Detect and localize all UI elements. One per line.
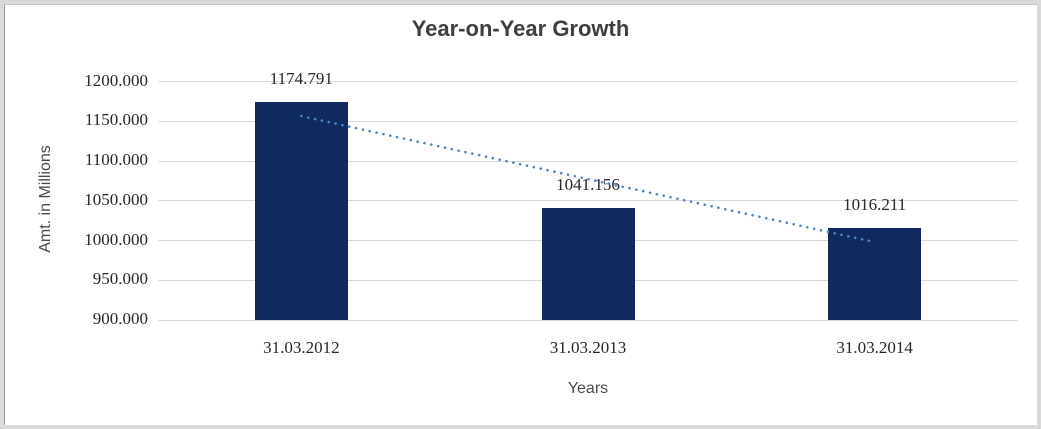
x-axis-tick-label: 31.03.2013 [549,338,627,357]
chart-title: Year-on-Year Growth [411,16,630,41]
y-axis-tick-label: 1100.000 [84,150,148,170]
x-axis-tick-label: 31.03.2014 [836,338,913,357]
y-axis-tick-label: 950.000 [92,269,148,289]
data-label: 1016.211 [843,194,907,214]
gridline [158,319,1018,321]
data-label: 1174.791 [269,68,333,88]
y-axis-tick-label: 900.000 [92,309,148,328]
data-label: 1041.156 [556,174,620,194]
x-axis-title: Years [567,380,609,397]
y-axis-tick-label: 1000.000 [84,229,148,249]
y-axis-tick-label: 1150.000 [84,110,148,130]
bar-31.03.2014 [828,227,922,320]
y-axis-tick-label: 1050.000 [84,189,148,209]
y-axis-tick-label: 1200.000 [84,70,148,90]
gridline [158,81,1018,83]
bar-31.03.2012 [254,101,348,320]
bar-31.03.2013 [541,207,635,320]
x-axis-tick-label: 31.03.2012 [263,338,340,357]
